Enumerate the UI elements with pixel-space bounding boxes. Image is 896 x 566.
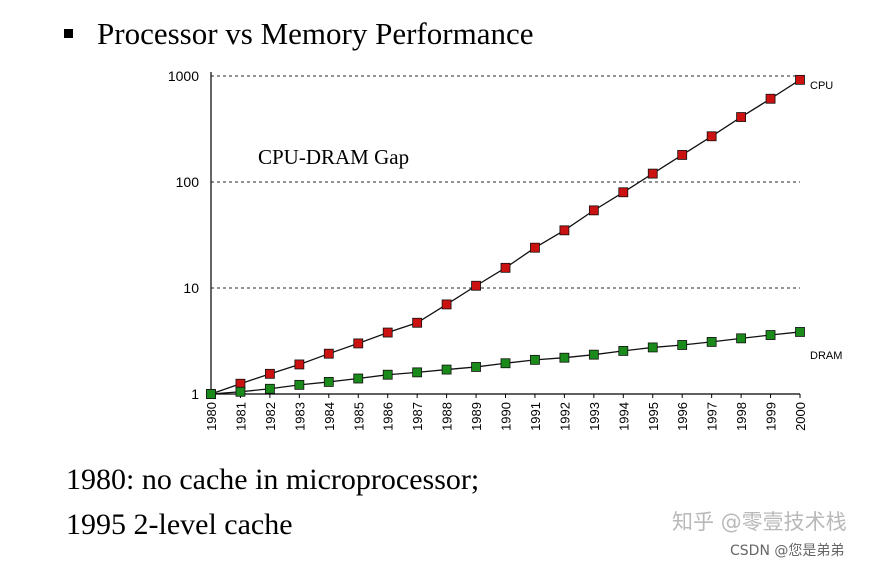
dram-point-1988 bbox=[441, 364, 452, 375]
dram-point-1995 bbox=[647, 342, 658, 353]
cpu-point-1982 bbox=[264, 368, 275, 379]
dram-point-1984 bbox=[323, 377, 334, 387]
cpu-point-1997 bbox=[706, 131, 717, 142]
cpu-point-1990 bbox=[500, 262, 511, 273]
y-tick-label-1: 1 bbox=[191, 386, 199, 402]
note-line-2: 1995 2-level cache bbox=[66, 508, 293, 541]
cpu-point-1989 bbox=[471, 280, 481, 291]
cpu-point-1991 bbox=[530, 242, 540, 253]
x-tick-label-1994: 1994 bbox=[616, 402, 631, 431]
cpu-point-1992 bbox=[559, 225, 570, 236]
y-tick-label-100: 100 bbox=[176, 174, 200, 190]
gap-annotation: CPU-DRAM Gap bbox=[258, 145, 409, 169]
cpu-point-1995 bbox=[647, 168, 658, 179]
chart-title: Processor vs Memory Performance bbox=[64, 16, 533, 52]
x-tick-label-1985: 1985 bbox=[351, 402, 366, 431]
dram-point-1981 bbox=[235, 386, 246, 397]
chart-title-text: Processor vs Memory Performance bbox=[97, 16, 534, 51]
dram-point-1982 bbox=[264, 383, 275, 394]
dram-point-1987 bbox=[412, 367, 423, 378]
x-tick-label-1997: 1997 bbox=[705, 402, 720, 431]
x-tick-label-1984: 1984 bbox=[322, 402, 337, 431]
cpu-point-1998 bbox=[736, 112, 746, 122]
dram-point-1993 bbox=[588, 349, 599, 360]
cpu-line bbox=[210, 79, 801, 395]
x-tick-label-1983: 1983 bbox=[292, 402, 307, 431]
dram-point-1992 bbox=[559, 352, 570, 363]
cpu-point-1983 bbox=[294, 359, 305, 370]
cpu-point-1987 bbox=[412, 317, 423, 328]
dram-point-1983 bbox=[294, 379, 305, 390]
x-tick-label-1995: 1995 bbox=[646, 402, 661, 431]
cpu-point-1993 bbox=[588, 205, 599, 216]
dram-point-1999 bbox=[765, 330, 776, 340]
dram-point-1997 bbox=[706, 337, 717, 347]
dram-point-1986 bbox=[382, 369, 393, 380]
x-tick-label-1989: 1989 bbox=[469, 402, 484, 431]
x-tick-label-1991: 1991 bbox=[528, 402, 543, 431]
dram-point-1985 bbox=[353, 373, 364, 384]
x-tick-label-1981: 1981 bbox=[233, 402, 248, 431]
x-tick-label-1998: 1998 bbox=[734, 402, 749, 431]
y-tick-label-1000: 1000 bbox=[168, 68, 199, 84]
cpu-point-1988 bbox=[441, 299, 452, 310]
dram-point-1994 bbox=[618, 346, 629, 356]
dram-series-label: DRAM bbox=[810, 350, 842, 362]
dram-point-2000 bbox=[795, 327, 805, 337]
cpu-point-1999 bbox=[765, 93, 776, 104]
x-tick-label-1986: 1986 bbox=[381, 402, 396, 431]
dram-point-1980 bbox=[206, 389, 216, 399]
x-tick-label-1987: 1987 bbox=[410, 402, 425, 431]
cpu-point-1985 bbox=[353, 338, 364, 349]
x-tick-label-1980: 1980 bbox=[204, 402, 219, 431]
x-tick-label-1982: 1982 bbox=[263, 402, 278, 431]
zhihu-watermark: 知乎 @零壹技术栈 bbox=[672, 510, 847, 534]
cpu-point-2000 bbox=[795, 74, 805, 85]
y-tick-label-10: 10 bbox=[183, 280, 199, 296]
note-line-1: 1980: no cache in microprocessor; bbox=[66, 463, 480, 496]
bullet-icon bbox=[64, 29, 73, 39]
x-tick-label-1992: 1992 bbox=[557, 402, 572, 431]
dram-point-1996 bbox=[677, 340, 688, 350]
cpu-point-1994 bbox=[618, 187, 629, 198]
cpu-series-label: CPU bbox=[810, 80, 833, 92]
dram-point-1989 bbox=[471, 362, 481, 372]
dram-point-1990 bbox=[500, 358, 511, 369]
cpu-point-1984 bbox=[323, 348, 334, 359]
dram-point-1998 bbox=[736, 333, 746, 344]
x-tick-label-1996: 1996 bbox=[675, 402, 690, 431]
x-tick-label-2000: 2000 bbox=[793, 402, 808, 431]
x-tick-label-1988: 1988 bbox=[440, 402, 455, 431]
cpu-point-1986 bbox=[382, 327, 393, 338]
csdn-watermark: CSDN @您是弟弟 bbox=[730, 543, 845, 559]
dram-point-1991 bbox=[530, 354, 540, 365]
x-tick-label-1990: 1990 bbox=[499, 402, 514, 431]
x-tick-label-1999: 1999 bbox=[764, 402, 779, 431]
x-tick-label-1993: 1993 bbox=[587, 402, 602, 431]
cpu-point-1996 bbox=[677, 150, 688, 160]
